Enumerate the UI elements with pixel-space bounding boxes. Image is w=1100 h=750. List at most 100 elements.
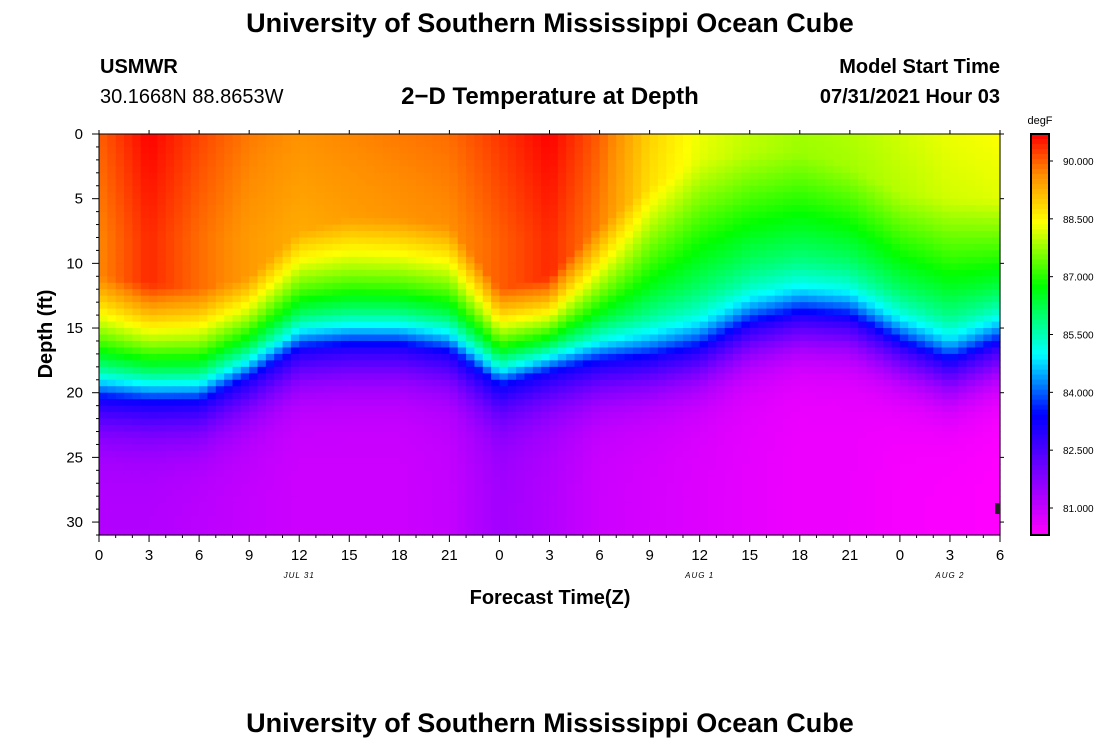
heatmap-cell [591,237,601,245]
heatmap-cell [674,373,684,381]
heatmap-cell [774,250,784,258]
heatmap-cell [691,386,701,394]
heatmap-cell [224,256,234,264]
heatmap-cell [749,425,759,433]
heatmap-cell [232,353,242,361]
heatmap-cell [449,386,459,394]
heatmap-cell [866,392,876,400]
heatmap-cell [849,321,859,329]
heatmap-cell [140,328,150,336]
heatmap-cell [274,250,284,258]
heatmap-cell [149,159,158,167]
heatmap-cell [257,340,267,349]
heatmap-cell [874,140,884,148]
heatmap-cell [482,321,492,329]
heatmap-cell [416,211,425,219]
heatmap-cell [733,153,742,161]
heatmap-cell [99,231,108,239]
heatmap-cell [457,140,467,148]
heatmap-cell [215,205,225,213]
heatmap-cell [174,185,184,193]
heatmap-cell [165,289,175,297]
heatmap-cell [240,179,250,187]
heatmap-cell [265,250,275,258]
heatmap-cell [507,340,517,349]
heatmap-cell [340,295,350,303]
heatmap-cell [958,334,968,342]
heatmap-cell [399,243,409,252]
station-coordinates: 30.1668N 88.8653W [100,86,284,108]
heatmap-cell [441,276,450,284]
heatmap-cell [883,159,893,167]
heatmap-cell [933,172,943,180]
heatmap-cell [124,373,133,381]
heatmap-cell [524,172,534,180]
heatmap-cell [124,334,133,342]
heatmap-cell [833,340,843,349]
heatmap-cell [482,198,492,206]
heatmap-cell [941,237,951,245]
heatmap-cell [416,140,425,148]
heatmap-cell [115,373,125,381]
heatmap-cell [783,289,793,297]
heatmap-cell [457,328,467,336]
heatmap-cell [724,263,734,271]
heatmap-cell [941,308,951,316]
heatmap-cell [574,140,584,148]
heatmap-cell [274,295,284,303]
heatmap-cell [132,179,142,187]
heatmap-cell [174,276,184,284]
heatmap-cell [466,302,476,310]
heatmap-cell [449,373,459,381]
heatmap-cell [941,192,951,200]
heatmap-cell [432,282,442,290]
heatmap-cell [165,392,175,400]
heatmap-cell [966,185,976,193]
heatmap-cell [607,172,617,180]
heatmap-cell [232,412,242,420]
heatmap-cell [983,146,993,155]
heatmap-cell [974,185,984,193]
heatmap-cell [299,315,309,323]
heatmap-cell [666,205,676,213]
heatmap-cell [891,340,901,349]
heatmap-cell [449,366,459,374]
heatmap-cell [933,166,943,174]
heatmap-cell [307,334,317,342]
heatmap-cell [382,159,392,167]
heatmap-cell [449,134,459,142]
heatmap-cell [365,134,375,142]
heatmap-cell [774,276,784,284]
heatmap-cell [674,159,684,167]
heatmap-cell [816,153,826,161]
heatmap-cell [891,282,901,290]
heatmap-cell [157,231,167,239]
heatmap-cell [824,386,834,394]
heatmap-cell [507,211,517,219]
heatmap-cell [849,399,859,407]
heatmap-cell [758,425,767,433]
heatmap-cell [232,321,242,329]
heatmap-cell [107,166,117,174]
heatmap-cell [716,347,726,355]
heatmap-cell [783,243,793,252]
heatmap-cell [958,347,968,355]
heatmap-cell [949,425,959,433]
heatmap-cell [682,263,692,271]
heatmap-cell [591,146,601,155]
heatmap-cell [766,353,776,361]
heatmap-cell [891,140,901,148]
heatmap-cell [758,134,767,142]
heatmap-cell [549,366,559,374]
heatmap-cell [582,399,592,407]
heatmap-cell [624,315,634,323]
heatmap-cell [691,231,701,239]
heatmap-cell [315,295,325,303]
heatmap-cell [874,425,884,433]
heatmap-cell [532,302,542,310]
heatmap-cell [232,405,242,413]
heatmap-cell [215,289,225,297]
heatmap-cell [858,289,868,297]
heatmap-cell [724,392,734,400]
heatmap-cell [516,211,526,219]
